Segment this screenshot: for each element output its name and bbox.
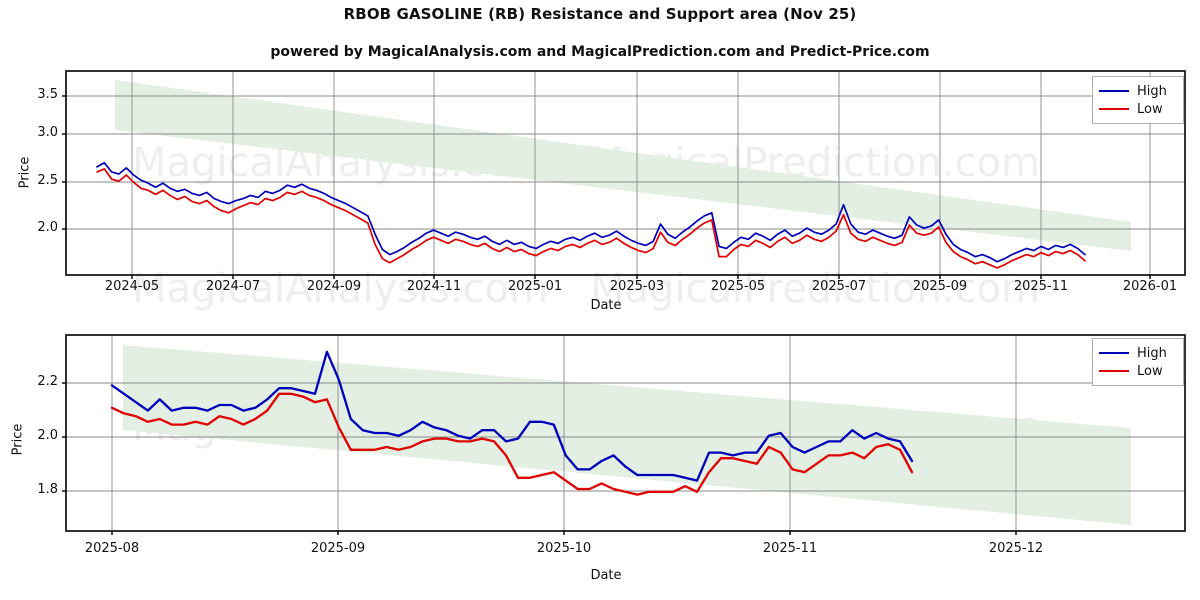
top-chart-legend: High Low (1092, 76, 1184, 124)
legend-label-low: Low (1137, 363, 1163, 379)
legend-swatch-high (1099, 352, 1129, 354)
x-tick-label: 2024-05 (104, 279, 160, 294)
x-tick-label: 2025-05 (710, 279, 766, 294)
legend-label-high: High (1137, 83, 1167, 99)
series-line-high (110, 350, 914, 482)
tick-marks (62, 382, 1017, 535)
gridlines (66, 335, 1185, 531)
y-tick-label: 2.0 (37, 428, 58, 443)
x-tick-label: 2025-09 (912, 279, 968, 294)
x-tick-label: 2025-03 (609, 279, 665, 294)
support-resistance-band (123, 345, 1131, 525)
page-subtitle: powered by MagicalAnalysis.com and Magic… (270, 44, 930, 60)
x-tick-label: 2025-12 (988, 541, 1044, 556)
legend-row-low: Low (1099, 362, 1175, 380)
y-tick-label: 3.0 (37, 125, 58, 140)
x-tick-label: 2025-10 (536, 541, 592, 556)
x-tick-label: 2025-01 (507, 279, 563, 294)
series-line-low (96, 168, 1086, 269)
y-tick-label: 2.5 (37, 173, 58, 188)
top-chart-svg: MagicalAnalysis.com MagicalPrediction.com… (62, 70, 1186, 312)
legend-row-high: High (1099, 344, 1175, 362)
y-tick-label: 2.2 (37, 374, 58, 389)
x-tick-label: 2025-08 (84, 541, 140, 556)
page-title: RBOB GASOLINE (RB) Resistance and Suppor… (343, 5, 857, 23)
x-tick-label: 2026-01 (1122, 279, 1178, 294)
x-tick-label: 2025-11 (762, 541, 818, 556)
top-chart-x-axis-label: Date (590, 298, 622, 313)
watermark-text: MagicalPrediction.com (590, 266, 1040, 312)
y-tick-label: 3.5 (37, 87, 58, 102)
legend-label-low: Low (1137, 101, 1163, 117)
x-tick-label: 2024-11 (406, 279, 462, 294)
series-line-low (110, 392, 914, 496)
y-tick-label: 1.8 (37, 482, 58, 497)
x-tick-label: 2025-11 (1013, 279, 1069, 294)
x-tick-label: 2024-07 (205, 279, 261, 294)
x-tick-label: 2025-07 (811, 279, 867, 294)
data-series-layer (96, 161, 1086, 269)
x-tick-label: 2025-09 (310, 541, 366, 556)
y-tick-label: 2.0 (37, 220, 58, 235)
bottom-chart-x-axis-label: Date (590, 568, 622, 583)
series-line-high (96, 161, 1086, 263)
plot-frame (65, 334, 1186, 532)
support-resistance-band (115, 80, 1131, 251)
top-chart-panel: MagicalAnalysis.com MagicalPrediction.com… (0, 66, 1200, 316)
data-series-layer (110, 350, 914, 496)
tick-marks (62, 95, 1151, 279)
legend-row-low: Low (1099, 100, 1175, 118)
x-tick-label: 2024-09 (306, 279, 362, 294)
watermark-text: MagicalAnalysis.com (132, 266, 548, 312)
plot-frame (65, 70, 1186, 276)
legend-label-high: High (1137, 345, 1167, 361)
legend-swatch-low (1099, 108, 1129, 110)
legend-swatch-high (1099, 90, 1129, 92)
legend-swatch-low (1099, 370, 1129, 372)
legend-row-high: High (1099, 82, 1175, 100)
bottom-chart-legend: High Low (1092, 338, 1184, 386)
